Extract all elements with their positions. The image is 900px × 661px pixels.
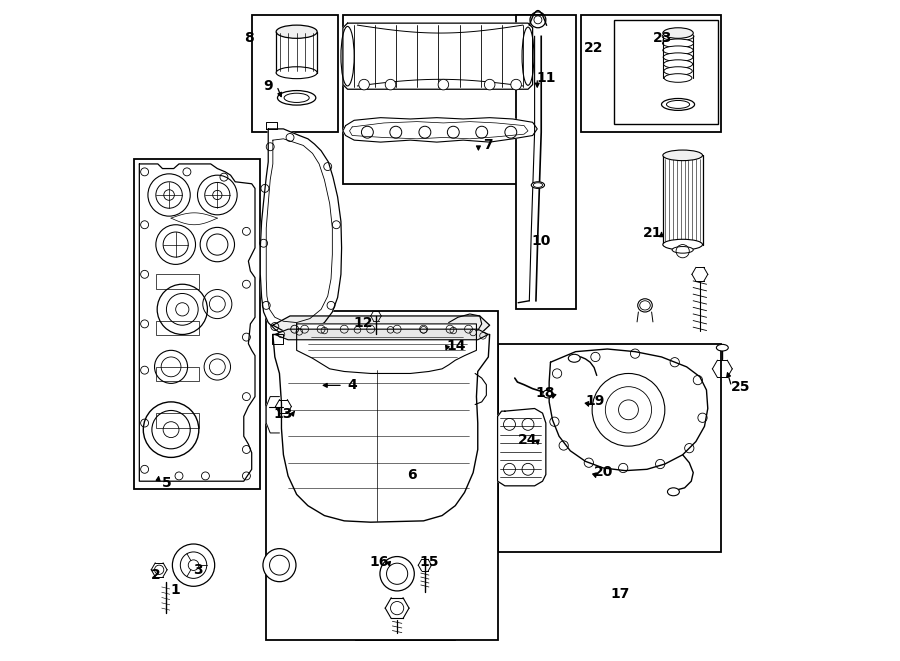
Circle shape [484, 79, 495, 90]
Circle shape [390, 126, 401, 138]
Text: 20: 20 [594, 465, 613, 479]
Circle shape [180, 552, 207, 578]
Circle shape [359, 79, 369, 90]
Ellipse shape [667, 100, 689, 108]
Ellipse shape [276, 67, 317, 79]
Circle shape [505, 126, 517, 138]
Ellipse shape [543, 390, 553, 398]
Polygon shape [274, 329, 489, 340]
Circle shape [438, 79, 449, 90]
Ellipse shape [531, 182, 544, 188]
Ellipse shape [277, 91, 316, 105]
Ellipse shape [638, 299, 652, 312]
Text: 3: 3 [193, 563, 202, 577]
Circle shape [418, 126, 431, 138]
Polygon shape [498, 408, 545, 486]
Ellipse shape [672, 247, 693, 253]
Ellipse shape [668, 488, 680, 496]
Polygon shape [273, 334, 490, 522]
Text: 23: 23 [653, 31, 672, 46]
Ellipse shape [662, 239, 703, 250]
Ellipse shape [716, 344, 728, 351]
Text: 4: 4 [347, 378, 357, 393]
Ellipse shape [662, 28, 693, 38]
Circle shape [263, 549, 296, 582]
Text: 22: 22 [584, 40, 604, 55]
Ellipse shape [663, 59, 693, 69]
Text: 11: 11 [536, 71, 556, 85]
Bar [580, 15, 721, 132]
Ellipse shape [664, 67, 692, 75]
Circle shape [380, 557, 414, 591]
Text: 10: 10 [532, 234, 551, 249]
Circle shape [173, 544, 215, 586]
Text: 16: 16 [370, 555, 389, 569]
Text: 9: 9 [263, 79, 273, 93]
Text: 14: 14 [447, 339, 466, 354]
Ellipse shape [640, 301, 651, 310]
Text: 7: 7 [483, 138, 492, 153]
Bar [356, 555, 455, 640]
Circle shape [385, 79, 396, 90]
Text: 13: 13 [274, 407, 293, 421]
Text: 19: 19 [586, 393, 605, 408]
Polygon shape [297, 324, 476, 373]
Ellipse shape [662, 150, 703, 161]
Bar [156, 367, 199, 381]
Polygon shape [549, 349, 707, 471]
Ellipse shape [662, 46, 693, 55]
Circle shape [511, 79, 521, 90]
Bar [156, 413, 199, 428]
Polygon shape [140, 164, 255, 481]
Text: 5: 5 [162, 475, 172, 490]
Ellipse shape [534, 183, 543, 188]
Ellipse shape [663, 53, 693, 61]
Ellipse shape [284, 93, 310, 102]
Text: 12: 12 [353, 315, 373, 330]
Bar [156, 274, 199, 289]
Bar [343, 15, 541, 184]
Bar [614, 20, 717, 124]
Text: 6: 6 [408, 467, 417, 482]
Ellipse shape [664, 74, 692, 83]
Ellipse shape [662, 39, 694, 48]
Ellipse shape [276, 25, 317, 38]
Text: 18: 18 [536, 385, 555, 400]
Polygon shape [266, 397, 280, 433]
Text: 2: 2 [151, 568, 161, 582]
Bar [266, 311, 498, 640]
Polygon shape [343, 118, 537, 142]
Bar [516, 15, 576, 309]
Bar [252, 15, 338, 132]
Circle shape [447, 126, 459, 138]
Polygon shape [273, 316, 490, 334]
Text: 1: 1 [170, 583, 180, 598]
Text: 17: 17 [611, 586, 630, 601]
Ellipse shape [662, 32, 694, 41]
Text: 8: 8 [244, 31, 254, 46]
Bar [134, 159, 259, 489]
Ellipse shape [662, 98, 695, 110]
Circle shape [391, 602, 404, 615]
Polygon shape [343, 23, 533, 89]
Circle shape [362, 126, 374, 138]
Bar [498, 344, 721, 552]
Ellipse shape [568, 354, 580, 362]
Bar [156, 321, 199, 335]
Polygon shape [260, 129, 342, 335]
Circle shape [269, 555, 290, 575]
Circle shape [164, 190, 175, 200]
Text: 24: 24 [518, 433, 537, 447]
Text: 15: 15 [419, 555, 438, 569]
Text: 21: 21 [643, 225, 662, 240]
Circle shape [476, 126, 488, 138]
Circle shape [212, 190, 222, 200]
Text: 25: 25 [731, 379, 751, 394]
Circle shape [386, 563, 408, 584]
